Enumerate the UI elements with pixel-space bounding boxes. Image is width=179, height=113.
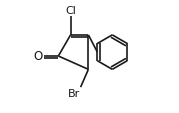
Text: Cl: Cl — [65, 6, 76, 16]
Text: Br: Br — [68, 88, 80, 98]
Text: O: O — [33, 50, 42, 63]
